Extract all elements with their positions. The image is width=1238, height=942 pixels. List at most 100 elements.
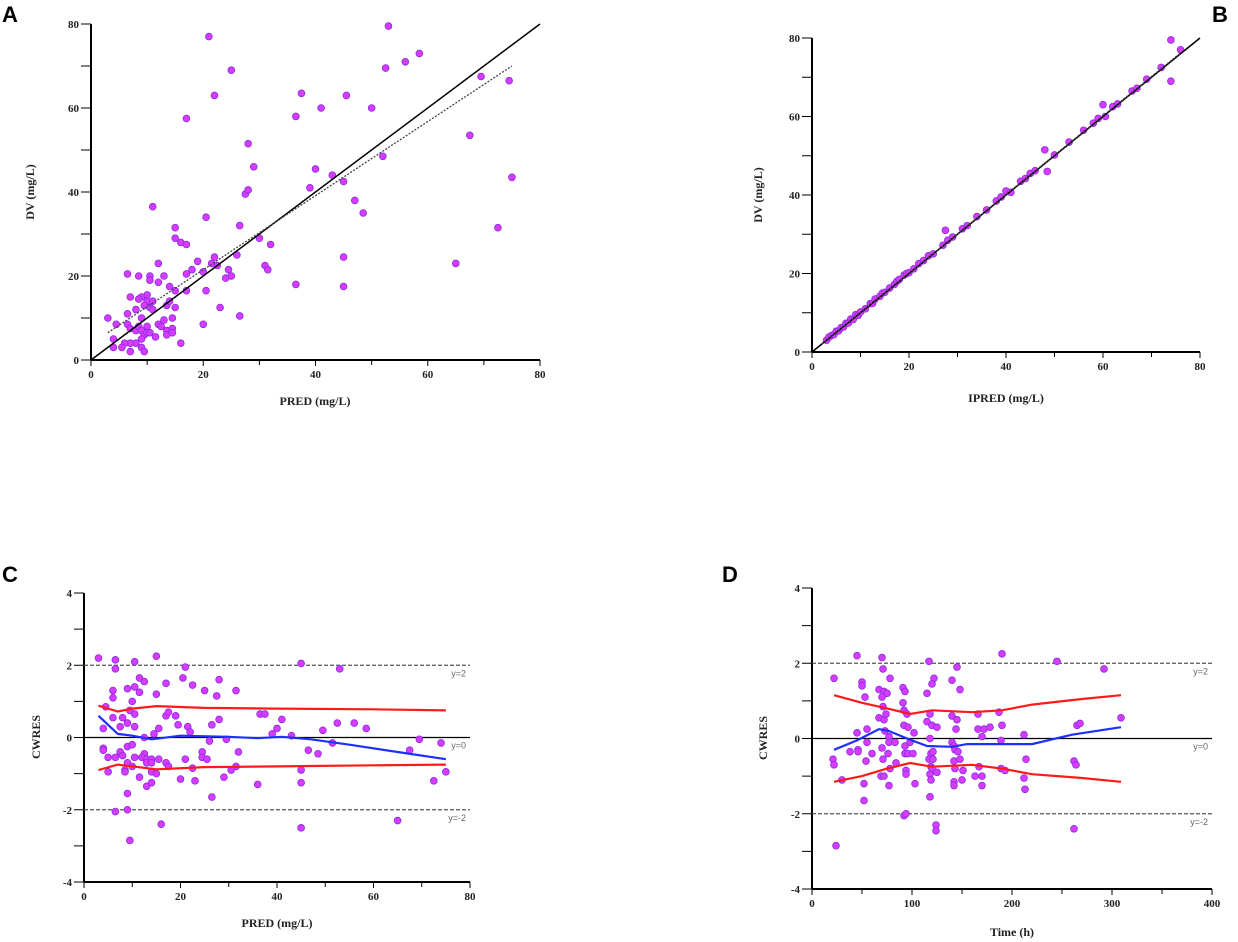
upper-band-line [98,704,446,713]
data-point [193,257,202,266]
lower-band-line [833,761,1122,783]
data-point [208,721,216,729]
data-point [130,753,139,762]
data-point [179,674,187,682]
data-point [901,687,909,696]
data-point [911,779,919,788]
data-point [925,657,933,666]
data-point [1021,785,1029,794]
data-point [234,748,243,756]
data-point [853,651,861,660]
data-point [199,320,208,329]
y-tick-label: -4 [791,884,801,896]
data-point [118,343,126,352]
data-point [266,240,275,249]
data-point [128,740,137,749]
data-point [902,809,910,818]
data-point [210,253,219,261]
data-point [118,751,127,760]
data-point [466,131,474,140]
data-point [339,282,348,291]
data-point [249,163,258,171]
data-point [971,772,979,780]
data-point [182,270,191,278]
y-axis-label: CWRES [756,716,770,760]
data-point [109,686,117,695]
data-point [901,742,909,750]
data-point [168,314,177,322]
data-point [186,728,194,736]
y-tick-label: 80 [789,33,801,45]
data-point [959,766,967,775]
reference-line-label: y=0 [451,741,466,751]
y-tick-label: -2 [63,805,73,817]
data-point [929,747,937,756]
data-point [359,209,368,217]
panel-label: A [2,2,18,27]
data-point [304,746,313,754]
data-point [314,749,322,758]
x-axis-label: PRED (mg/L) [242,916,313,930]
data-point [477,72,485,81]
data-point [143,322,151,331]
data-point [1167,77,1175,85]
data-point [188,265,196,274]
x-tick-label: 40 [272,891,284,903]
data-point [923,717,931,726]
reference-line-label: y=2 [451,668,466,678]
data-point [99,724,108,733]
x-axis-label: PRED (mg/L) [280,394,351,408]
data-point [146,276,154,285]
data-point [379,152,387,161]
y-tick-label: 60 [68,103,80,115]
data-point [884,749,892,758]
data-point [135,773,144,782]
data-point [956,685,964,694]
y-tick-label: 20 [789,269,801,281]
data-point [437,739,445,747]
data-point [1076,719,1084,728]
data-point [978,732,986,741]
data-point [904,723,912,732]
data-point [902,770,910,779]
data-point [148,202,157,211]
data-point [830,761,838,769]
data-point [150,730,158,738]
x-tick-label: 0 [88,369,94,381]
data-point [171,303,179,312]
y-tick-label: 60 [789,112,801,124]
data-point [181,755,190,763]
data-point [830,674,838,683]
data-point [126,347,135,356]
data-point [132,305,140,314]
data-point [879,665,887,673]
data-point [910,729,918,737]
data-point [932,826,940,835]
data-point [164,708,173,717]
panel-d: D 0 100 200 300 400 -4 -2 0 2 4 Time (h) CWRES y=2 y=0… [722,562,1221,939]
data-point [1072,761,1080,769]
data-point [505,76,513,85]
data-point [863,725,871,733]
data-point [134,272,143,280]
y-tick-label: 0 [74,355,80,367]
data-point [953,663,961,671]
x-tick-label: 20 [175,891,187,903]
data-point [928,680,936,688]
data-point [381,64,390,72]
data-point [130,657,139,666]
data-point [909,749,917,758]
data-point [1117,714,1125,722]
panel-c: C 0 20 40 60 80 -4 -2 0 2 4 PRED (mg/L) CWRES y=2 y=0 y… [2,562,476,930]
data-point [146,328,154,337]
x-tick-label: 0 [809,361,815,373]
data-point [135,688,144,697]
data-point [232,686,240,695]
y-tick-label: -2 [791,809,801,821]
data-point [181,663,190,671]
y-tick-label: 20 [68,271,80,283]
data-point [1070,824,1078,833]
identity-line [90,23,541,361]
data-point [415,49,424,58]
